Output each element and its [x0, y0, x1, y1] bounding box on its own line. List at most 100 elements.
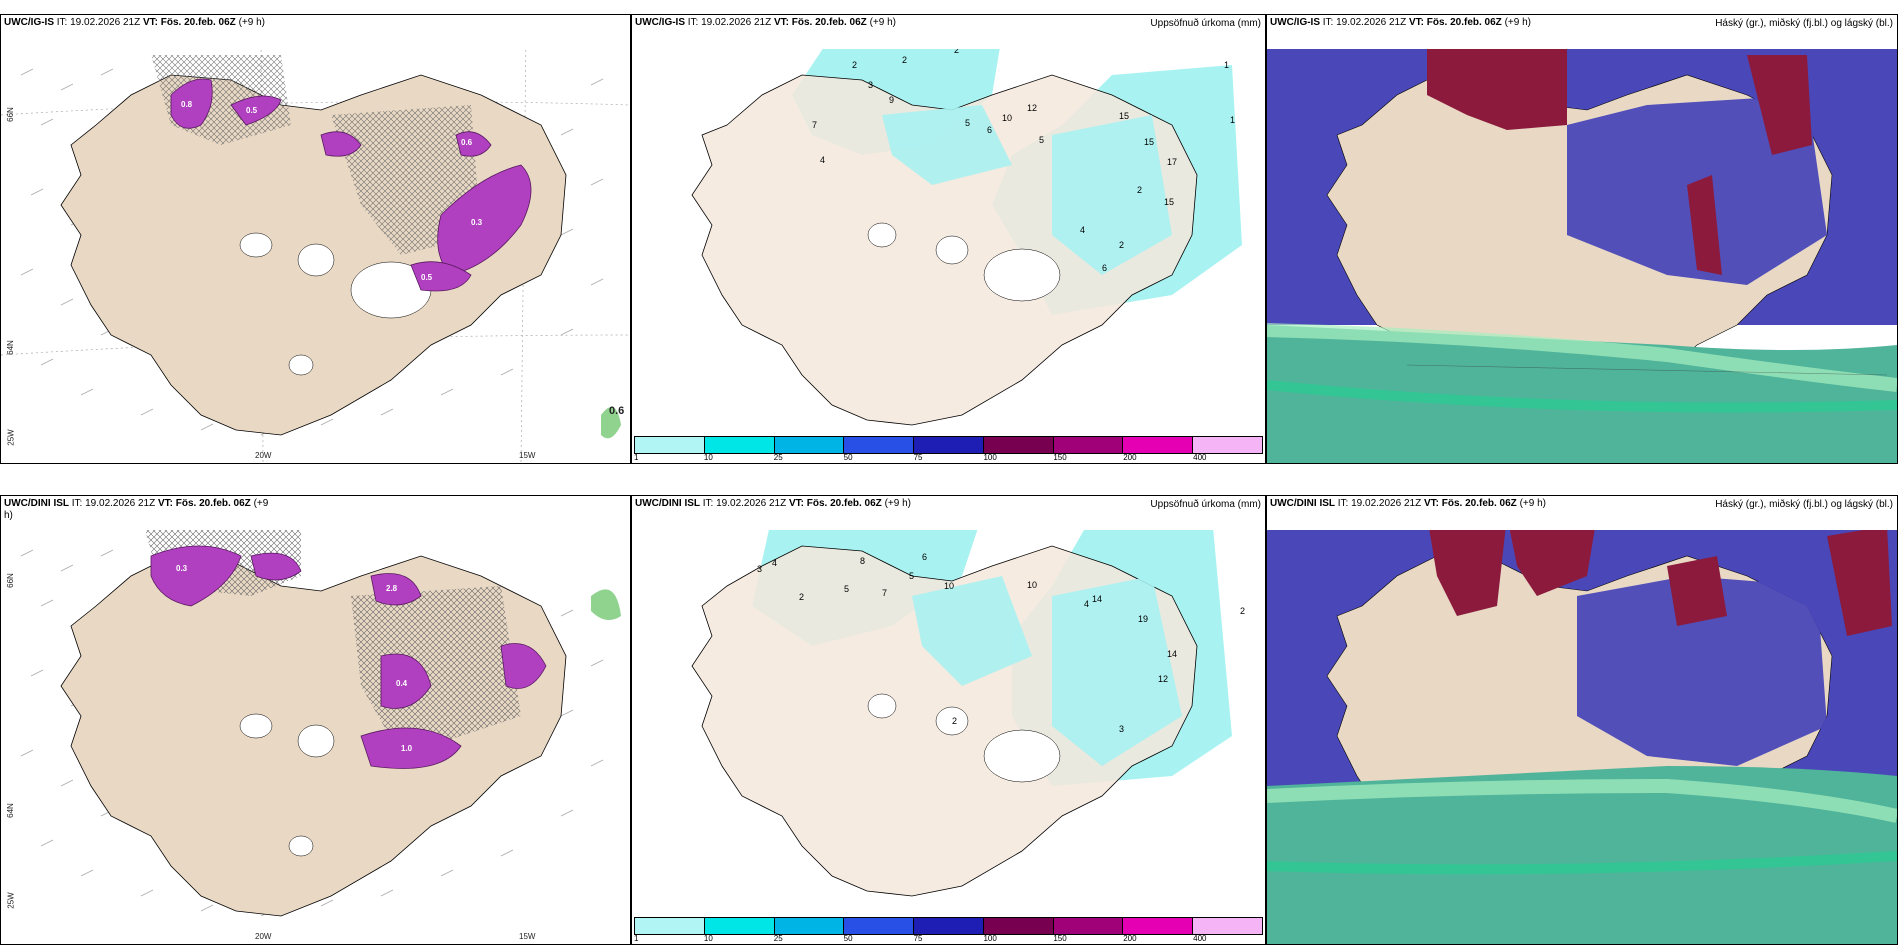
colorbar-swatch [704, 918, 775, 934]
colorbar-swatch [1053, 437, 1124, 453]
panel-header: UWC/DINI ISL IT: 19.02.2026 21Z VT: Fös.… [1267, 496, 1897, 530]
cloud-title: Háský (gr.), miðský (fj.bl.) og lágský (… [1715, 18, 1893, 29]
precip-title: Uppsöfnuð úrkoma (mm) [1150, 499, 1261, 510]
colorbar-swatch [844, 918, 915, 934]
lon-label: 20W [255, 932, 272, 941]
lat-label: 64N [5, 803, 15, 818]
precip-number: 1 [1224, 60, 1230, 70]
colorbar-swatch [1123, 437, 1194, 453]
colorbar-label: 1 [634, 453, 639, 462]
panel-clouds-top: UWC/IG-IS IT: 19.02.2026 21Z VT: Fös. 20… [1266, 14, 1898, 464]
svg-text:1.0: 1.0 [401, 744, 413, 753]
precip-title: Uppsöfnuð úrkoma (mm) [1150, 18, 1261, 29]
map-plot [1267, 516, 1897, 944]
colorbar-label: 400 [1193, 453, 1207, 462]
panel-header: UWC/IG-IS IT: 19.02.2026 21Z VT: Fös. 20… [1267, 15, 1897, 49]
colorbar-label: 150 [1053, 453, 1067, 462]
panel-wind-snow-top: UWC/IG-IS IT: 19.02.2026 21Z VT: Fös. 20… [0, 14, 631, 464]
lat-label: 25W [6, 892, 16, 909]
panel-header: UWC/IG-IS IT: 19.02.2026 21Z VT: Fös. 20… [1, 15, 630, 49]
colorbar-swatch [983, 437, 1054, 453]
panel-precip-bottom: UWC/DINI ISL IT: 19.02.2026 21Z VT: Fös.… [631, 495, 1266, 945]
colorbar-swatch [635, 918, 705, 934]
precip-number: 4 [772, 558, 778, 568]
precip-number: 6 [1102, 263, 1108, 273]
svg-text:0.3: 0.3 [471, 218, 483, 227]
lat-label: 66N [5, 107, 15, 122]
precip-number: 2 [952, 716, 958, 726]
cloud-map [1267, 516, 1897, 944]
svg-text:0.4: 0.4 [396, 679, 408, 688]
lon-label: 15W [519, 451, 536, 460]
precip-number: 6 [987, 125, 993, 135]
colorbar-label: 200 [1123, 934, 1137, 943]
svg-text:0.8: 0.8 [181, 100, 193, 109]
colorbar-swatch [983, 918, 1054, 934]
precip-number: 10 [1027, 580, 1038, 590]
precip-number: 3 [868, 80, 874, 90]
precip-number: 7 [882, 588, 888, 598]
colorbar-swatch [914, 918, 984, 934]
colorbar-swatch [1123, 918, 1194, 934]
precip-number: 5 [844, 584, 850, 594]
precip-number: 4 [1084, 599, 1090, 609]
precip-number: 6 [922, 552, 928, 562]
iceland-precip-map [632, 516, 1265, 914]
lat-label: 66N [5, 573, 15, 588]
lat-label: 25W [6, 429, 16, 446]
iceland-wind-map: 0.3 2.8 0.4 1.0 [1, 516, 630, 944]
colorbar-swatch [914, 437, 984, 453]
precip-number: 4 [1080, 225, 1086, 235]
svg-text:0.6: 0.6 [461, 138, 473, 147]
precip-number: 4 [820, 155, 826, 165]
lon-label: 15W [519, 932, 536, 941]
map-plot: 0.3 2.8 0.4 1.0 [1, 516, 630, 944]
precip-number: 14 [1092, 594, 1103, 604]
lon-label: 20W [255, 451, 272, 460]
panel-wind-snow-bottom: UWC/DINI ISL IT: 19.02.2026 21Z VT: Fös.… [0, 495, 631, 945]
precip-number: 2 [799, 592, 805, 602]
precip-number: 2 [1137, 185, 1143, 195]
precip-number: 9 [889, 95, 895, 105]
precip-number: 14 [1167, 649, 1178, 659]
svg-text:0.5: 0.5 [246, 106, 258, 115]
precip-number: 15 [1164, 197, 1175, 207]
colorbar-swatch [1193, 437, 1263, 453]
precip-colorbar: 1 10 25 50 75 100 150 200 400 [632, 914, 1265, 944]
precip-number: 12 [1027, 103, 1038, 113]
colorbar-label: 75 [913, 453, 923, 462]
cloud-title: Háský (gr.), miðský (fj.bl.) og lágský (… [1715, 499, 1893, 510]
cloud-map [1267, 35, 1897, 463]
svg-text:0.3: 0.3 [176, 564, 188, 573]
precip-number: 5 [965, 118, 971, 128]
precip-number: 5 [909, 571, 915, 581]
colorbar-label: 200 [1123, 453, 1137, 462]
colorbar-swatch [704, 437, 775, 453]
colorbar-label: 25 [773, 934, 783, 943]
iceland-precip-map [632, 35, 1265, 433]
colorbar-swatch [774, 437, 845, 453]
map-plot: 0.8 0.5 0.6 0.3 0.5 [1, 35, 630, 463]
colorbar-swatch [844, 437, 915, 453]
precip-number: 3 [757, 564, 763, 574]
colorbar-label: 50 [843, 934, 853, 943]
lat-label: 64N [5, 340, 15, 355]
colorbar-label: 400 [1193, 934, 1207, 943]
panel-header: UWC/DINI ISL IT: 19.02.2026 21Z VT: Fös.… [632, 496, 1265, 530]
precip-number: 1 [1230, 115, 1236, 125]
precip-number: 2 [1119, 240, 1125, 250]
colorbar-swatch [1193, 918, 1263, 934]
svg-text:0.5: 0.5 [421, 273, 433, 282]
panel-header: UWC/IG-IS IT: 19.02.2026 21Z VT: Fös. 20… [632, 15, 1265, 49]
precip-number: 17 [1167, 157, 1178, 167]
panel-clouds-bottom: UWC/DINI ISL IT: 19.02.2026 21Z VT: Fös.… [1266, 495, 1898, 945]
colorbar-label: 25 [773, 453, 783, 462]
colorbar-swatch [1053, 918, 1124, 934]
panel-header: UWC/DINI ISL IT: 19.02.2026 21Z VT: Fös.… [1, 496, 630, 530]
map-plot [632, 35, 1265, 433]
precip-number: 19 [1138, 614, 1149, 624]
precip-number: 7 [812, 120, 818, 130]
iceland-wind-map: 0.8 0.5 0.6 0.3 0.5 [1, 35, 630, 463]
precip-number: 15 [1119, 111, 1130, 121]
colorbar-label: 50 [843, 453, 853, 462]
